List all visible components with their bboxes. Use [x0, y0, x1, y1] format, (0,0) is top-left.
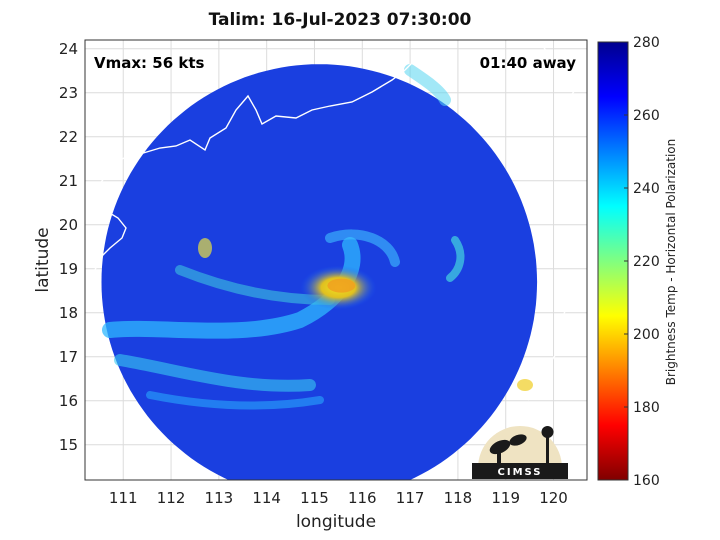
logo-water-tower — [541, 426, 554, 438]
colorbar — [597, 41, 629, 481]
logo-dish-post — [497, 450, 501, 464]
colorbar-label: Brightness Temp - Horizontal Polarizatio… — [664, 139, 678, 386]
colorbar-tick-label: 240 — [633, 181, 660, 197]
coastline-segment — [539, 40, 583, 113]
x-tick-label: 111 — [109, 489, 138, 507]
x-axis-label: longitude — [296, 512, 376, 532]
rain-band — [404, 64, 451, 106]
y-tick-label: 19 — [59, 260, 78, 278]
x-tick-label: 116 — [348, 489, 377, 507]
x-tick-label: 119 — [491, 489, 520, 507]
y-tick-label: 17 — [59, 348, 78, 366]
convective-cell — [517, 379, 533, 391]
y-tick-label: 16 — [59, 392, 78, 410]
logo-band — [472, 463, 568, 479]
x-tick-labels: 111 112 113 114 115 116 117 118 119 120 — [109, 489, 568, 507]
logo-text: CIMSS — [498, 467, 543, 478]
y-axis-label: latitude — [33, 227, 53, 292]
x-tick-label: 117 — [396, 489, 425, 507]
y-tick-label: 21 — [59, 172, 78, 190]
cimss-logo: CIMSS — [472, 426, 568, 479]
rain-band — [446, 236, 465, 282]
coastline-segment — [85, 51, 446, 281]
colorbar-tick-label: 200 — [633, 327, 660, 343]
y-tick-label: 15 — [59, 436, 78, 454]
rain-bands — [102, 64, 533, 410]
rain-band — [325, 229, 400, 267]
colorbar-tick-label: 220 — [633, 254, 660, 270]
y-tick-labels: 15 16 17 18 19 20 21 22 23 24 — [59, 40, 78, 454]
y-tick-label: 18 — [59, 304, 78, 322]
time-away-annotation: 01:40 away — [480, 54, 577, 72]
convective-cell — [198, 238, 212, 258]
y-tick-label: 24 — [59, 40, 78, 58]
colorbar-ticks: 280 260 240 220 200 180 160 — [624, 35, 660, 489]
vmax-annotation: Vmax: 56 kts — [94, 54, 204, 72]
logo-dish-left — [489, 439, 511, 455]
coastline — [85, 40, 583, 401]
colorbar-tick-label: 180 — [633, 400, 660, 416]
x-tick-label: 118 — [444, 489, 473, 507]
x-tick-label: 120 — [539, 489, 568, 507]
y-tick-label: 23 — [59, 84, 78, 102]
logo-dish-right — [509, 434, 527, 446]
y-tick-label: 20 — [59, 216, 78, 234]
swath-layer — [85, 40, 583, 480]
x-tick-label: 114 — [252, 489, 281, 507]
colorbar-tick-label: 280 — [633, 35, 660, 51]
rain-band — [114, 354, 316, 392]
x-tick-label: 113 — [205, 489, 234, 507]
rain-band — [146, 391, 324, 410]
logo-tower — [546, 437, 549, 464]
x-tick-label: 112 — [157, 489, 186, 507]
plot-frame — [84, 39, 588, 481]
colorbar-tick-label: 160 — [633, 473, 660, 489]
x-tick-label: 115 — [300, 489, 329, 507]
chart-title: Talim: 16-Jul-2023 07:30:00 — [209, 10, 472, 30]
coastline-segment — [527, 289, 575, 401]
storm-core-peak — [327, 278, 356, 293]
colorbar-tick-label: 260 — [633, 108, 660, 124]
y-tick-label: 22 — [59, 128, 78, 146]
